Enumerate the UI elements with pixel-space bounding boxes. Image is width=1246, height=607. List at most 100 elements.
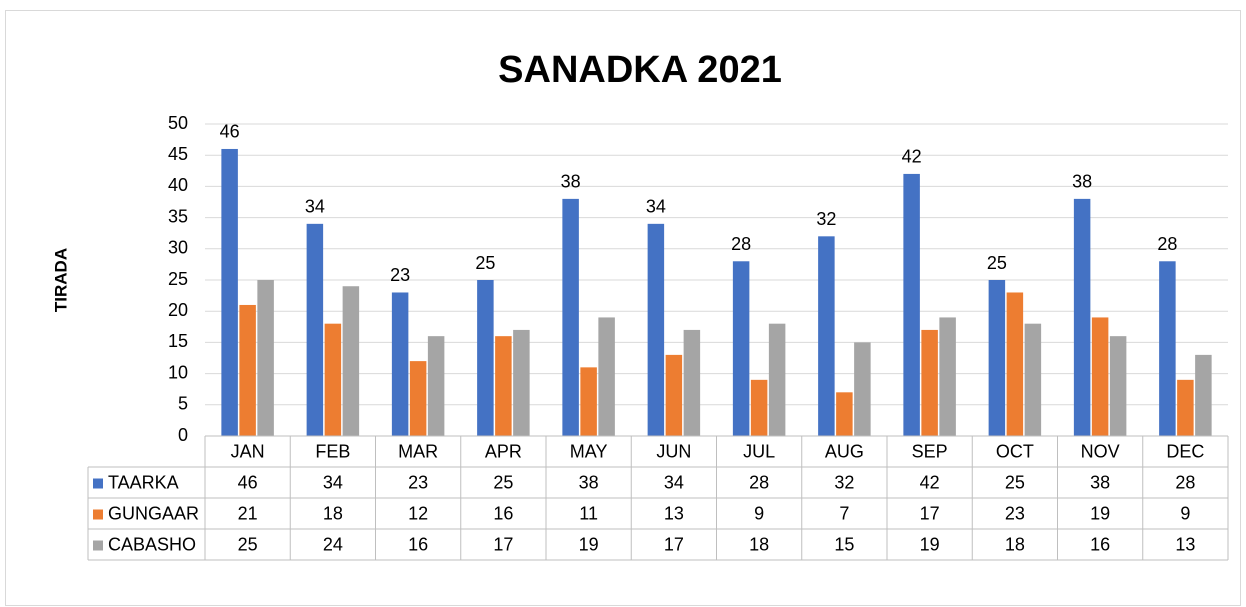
table-cell: 17	[493, 534, 513, 554]
bar	[409, 361, 427, 436]
bar	[477, 280, 494, 436]
bar	[1195, 354, 1212, 436]
table-cell: 19	[920, 534, 940, 554]
table-cell: 38	[579, 472, 599, 492]
bar	[1024, 323, 1042, 436]
chart-title: SANADKA 2021	[498, 49, 782, 91]
table-cell: 28	[749, 472, 769, 492]
y-axis-label: TIRADA	[51, 248, 70, 312]
bar	[768, 323, 786, 436]
bar	[1091, 317, 1109, 436]
table-cell: 19	[1090, 503, 1110, 523]
y-tick-label: 15	[168, 331, 188, 351]
bar	[1159, 261, 1176, 436]
data-label: 38	[561, 172, 581, 192]
bar	[647, 223, 665, 436]
chart-frame	[5, 10, 1241, 606]
table-cell: 32	[834, 472, 854, 492]
data-label: 25	[475, 253, 495, 273]
table-cell: 11	[579, 503, 598, 523]
data-label: 28	[731, 234, 751, 254]
table-cell: 28	[1175, 472, 1195, 492]
table-cell: 16	[1090, 534, 1110, 554]
y-tick-label: 40	[168, 175, 188, 195]
bar	[391, 292, 409, 436]
y-tick-label: 10	[168, 362, 188, 382]
bar	[1109, 336, 1127, 436]
data-label: 34	[305, 197, 325, 217]
x-tick-label: FEB	[315, 441, 350, 461]
x-tick-label: MAR	[398, 441, 438, 461]
x-tick-label: APR	[485, 441, 522, 461]
table-cell: 42	[920, 472, 940, 492]
table-cell: 25	[493, 472, 513, 492]
bar	[324, 323, 342, 436]
data-label: 23	[390, 265, 410, 285]
table-cell: 18	[323, 503, 343, 523]
bar	[598, 317, 615, 436]
legend-label: TAARKA	[108, 472, 179, 492]
table-cell: 18	[1005, 534, 1025, 554]
table-cell: 12	[408, 503, 428, 523]
y-tick-label: 35	[168, 206, 188, 226]
x-tick-label: JUL	[743, 441, 775, 461]
y-tick-label: 25	[168, 269, 188, 289]
bar	[665, 354, 683, 436]
bar	[427, 336, 445, 436]
bar	[732, 261, 750, 436]
data-label: 42	[902, 147, 922, 167]
data-label: 46	[220, 122, 240, 142]
bar	[495, 336, 512, 436]
table-cell: 13	[664, 503, 684, 523]
table-cell: 7	[839, 503, 849, 523]
table-cell: 23	[408, 472, 428, 492]
bar	[921, 329, 938, 436]
legend-label: GUNGAAR	[108, 503, 199, 523]
table-cell: 16	[493, 503, 513, 523]
bar	[580, 367, 597, 436]
x-tick-label: JUN	[656, 441, 691, 461]
table-cell: 9	[1180, 503, 1190, 523]
table-cell: 23	[1005, 503, 1025, 523]
table-cell: 19	[579, 534, 599, 554]
table-cell: 17	[920, 503, 940, 523]
bar	[1006, 292, 1024, 436]
x-tick-label: MAY	[570, 441, 608, 461]
data-label: 38	[1072, 172, 1092, 192]
bar	[818, 236, 835, 436]
table-cell: 25	[238, 534, 258, 554]
table-cell: 16	[408, 534, 428, 554]
table-cell: 38	[1090, 472, 1110, 492]
bar	[306, 223, 324, 436]
bar	[683, 329, 701, 436]
bar	[257, 280, 274, 436]
table-cell: 21	[238, 503, 258, 523]
y-tick-label: 50	[168, 113, 188, 133]
bar	[1073, 198, 1091, 436]
legend-key	[93, 540, 103, 551]
bar	[221, 148, 238, 436]
bar	[513, 329, 530, 436]
table-cell: 9	[754, 503, 764, 523]
y-tick-label: 20	[168, 300, 188, 320]
y-tick-label: 45	[168, 144, 188, 164]
x-tick-label: AUG	[825, 441, 864, 461]
y-tick-label: 0	[178, 425, 188, 445]
table-cell: 24	[323, 534, 343, 554]
bar	[562, 198, 579, 436]
legend-key	[93, 478, 103, 489]
x-tick-label: DEC	[1166, 441, 1204, 461]
bar	[939, 317, 956, 436]
bar	[903, 173, 920, 437]
table-cell: 46	[238, 472, 258, 492]
x-tick-label: OCT	[996, 441, 1034, 461]
bar	[1177, 379, 1194, 436]
data-label: 25	[987, 253, 1007, 273]
legend-key	[93, 509, 103, 520]
data-label: 32	[816, 209, 836, 229]
bar	[988, 280, 1006, 436]
bar	[836, 392, 853, 436]
table-cell: 25	[1005, 472, 1025, 492]
x-tick-label: NOV	[1081, 441, 1120, 461]
